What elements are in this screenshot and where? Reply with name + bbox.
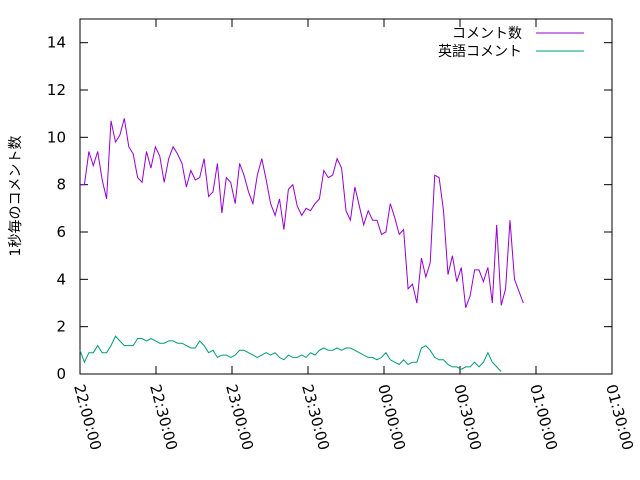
plot-frame (79, 18, 613, 375)
plot-border (79, 18, 613, 375)
series-line-2 (79, 335, 502, 372)
y-tick-label: 0 (56, 365, 66, 383)
legend-label-2: 英語コメント (438, 43, 522, 60)
y-tick-label: 10 (47, 128, 66, 146)
y-tick-label: 6 (56, 223, 66, 241)
y-axis-label: 1秒毎のコメント数 (8, 136, 24, 257)
y-tick-label: 8 (56, 176, 66, 194)
y-tick-label: 2 (56, 318, 66, 336)
y-axis-ticks: 0 2 4 6 8 10 12 14 (47, 34, 612, 383)
series-line-1 (80, 118, 524, 308)
y-tick-label: 12 (47, 81, 66, 99)
series-lines (79, 118, 524, 372)
y-tick-label: 4 (56, 270, 66, 288)
y-tick-label: 14 (47, 34, 66, 52)
legend-label-1: コメント数 (452, 26, 522, 42)
